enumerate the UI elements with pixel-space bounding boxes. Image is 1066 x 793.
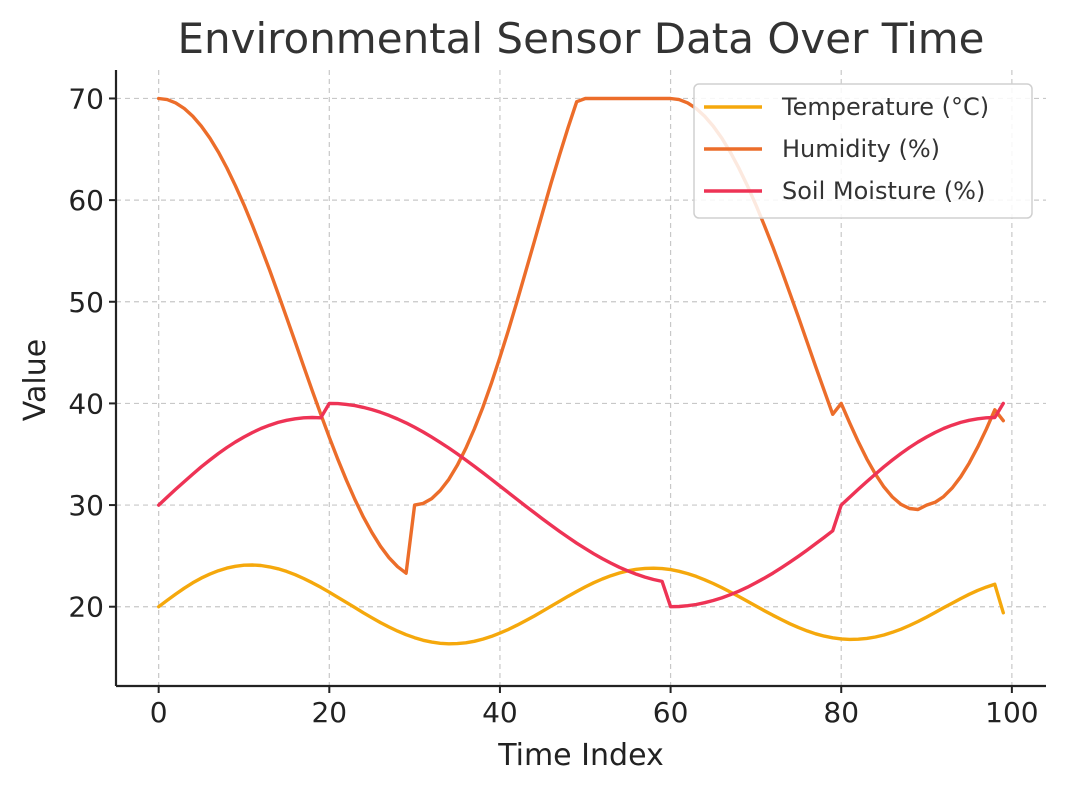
series-line-3: [156, 401, 1005, 609]
x-axis-label: Time Index: [497, 738, 664, 773]
x-ticks: 0 20 40 60 80 100: [150, 686, 1039, 729]
y-ticks: 20 30 40 50 60 70: [68, 82, 116, 624]
x-tick-label: 0: [150, 696, 168, 729]
x-tick-label: 40: [482, 696, 518, 729]
x-tick-label: 80: [823, 696, 859, 729]
y-tick-label: 50: [68, 286, 104, 319]
legend-box: [693, 83, 1033, 219]
series-line-1: [156, 563, 1005, 646]
series-line-2: [156, 96, 1005, 575]
y-tick-label: 60: [68, 184, 104, 217]
y-tick-label: 70: [68, 82, 104, 115]
y-tick-label: 40: [68, 387, 104, 420]
legend-label: Soil Moisture (%): [782, 177, 985, 205]
chart-title: Environmental Sensor Data Over Time: [177, 14, 984, 63]
y-tick-label: 20: [68, 591, 104, 624]
x-tick-label: 100: [985, 696, 1038, 729]
series-layer: [156, 96, 1005, 646]
y-tick-label: 30: [68, 489, 104, 522]
x-tick-label: 60: [653, 696, 689, 729]
legend-label: Temperature (°C): [781, 93, 989, 121]
legend-label: Humidity (%): [782, 135, 940, 163]
x-tick-label: 20: [311, 696, 347, 729]
y-axis-label: Value: [18, 339, 53, 421]
legend: Temperature (°C) Humidity (%) Soil Moistur…: [693, 83, 1033, 219]
